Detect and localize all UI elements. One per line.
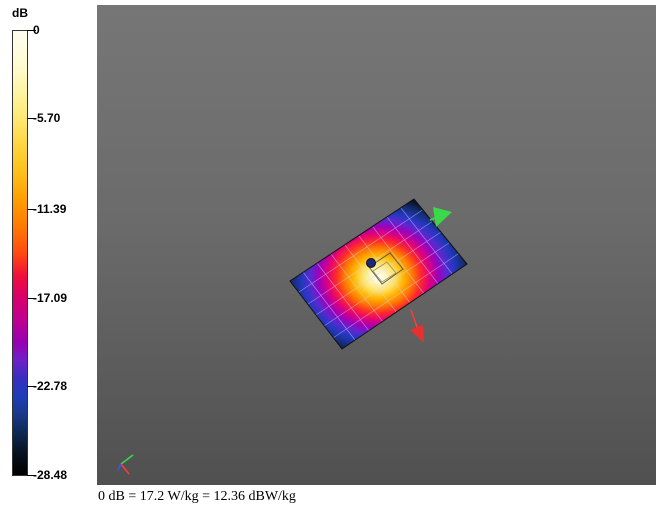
colorbar-tick-label: -17.09	[33, 291, 68, 305]
colorbar-tick	[27, 30, 36, 31]
3d-viewport[interactable]	[97, 5, 656, 485]
colorbar-tick-label: -11.39	[33, 202, 67, 216]
colorbar-tick	[27, 475, 36, 476]
axis-x-arrow	[410, 309, 424, 343]
colorbar	[12, 30, 28, 476]
colorbar-tick	[27, 118, 36, 119]
colorbar-tick	[27, 386, 36, 387]
colorbar-tick-label: -5.70	[33, 111, 61, 125]
colorbar-tick-label: -28.48	[33, 468, 68, 482]
probe-marker	[366, 258, 376, 268]
colorbar-unit-label: dB	[12, 6, 28, 20]
db-reference-note: 0 dB = 17.2 W/kg = 12.36 dBW/kg	[98, 489, 296, 504]
colorbar-tick	[27, 209, 36, 210]
colorbar-tick-label: -22.78	[33, 379, 68, 393]
axis-y-arrow	[429, 207, 452, 227]
colorbar-tick-label: 0	[33, 23, 40, 37]
scene-canvas	[117, 198, 468, 475]
orientation-triad	[117, 454, 134, 475]
colorbar-tick	[27, 298, 36, 299]
